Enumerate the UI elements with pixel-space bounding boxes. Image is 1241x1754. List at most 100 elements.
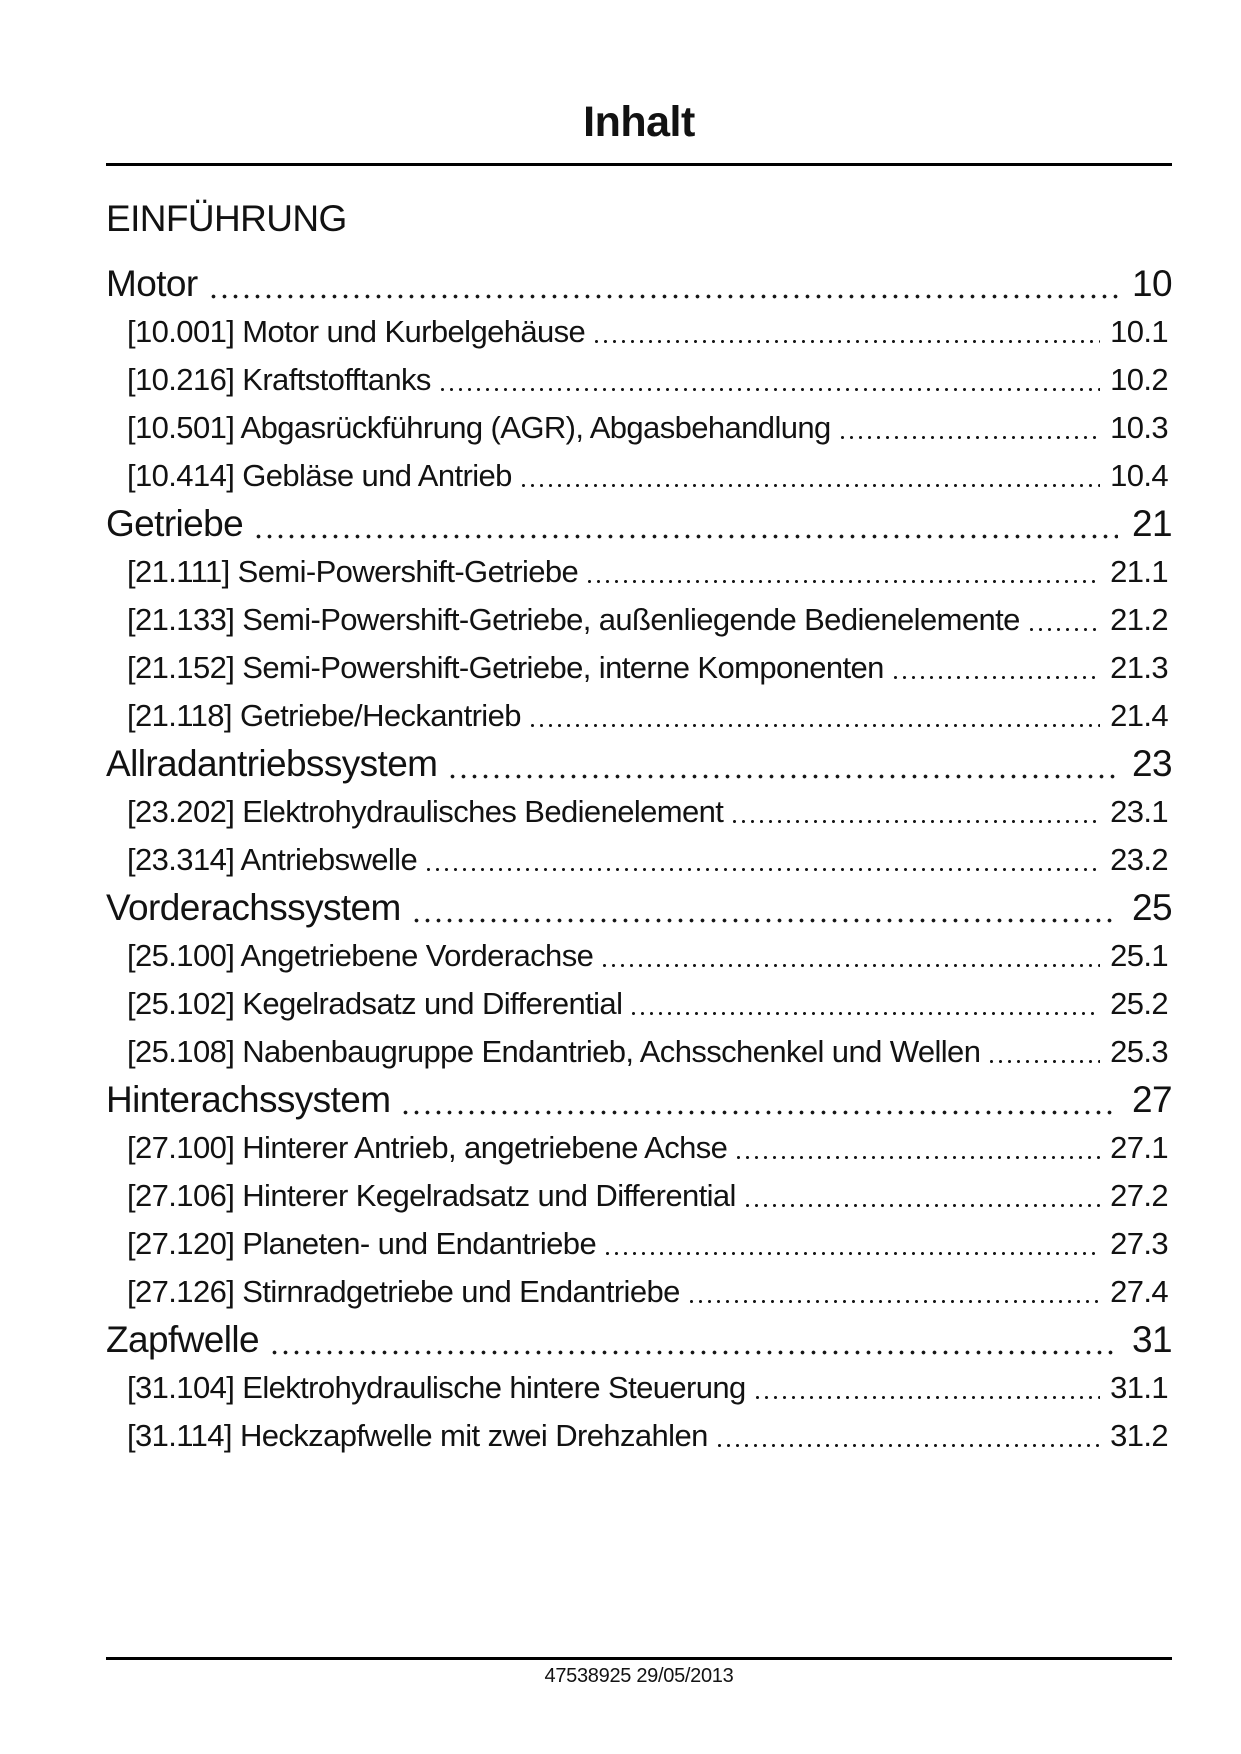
toc-entry-page: 31.2 (1110, 1418, 1169, 1453)
toc-entry-label: [27.120] Planeten- und Endantriebe (127, 1226, 597, 1261)
toc-entry-page: 21.2 (1110, 602, 1169, 637)
dot-leader (752, 1364, 1101, 1412)
dot-leader (527, 692, 1101, 740)
toc-entry-row: [25.102] Kegelradsatz und Differential 2… (106, 980, 1172, 1028)
toc-section-row: Getriebe 21 (106, 500, 1173, 548)
footer-rule: 47538925 29/05/2013 (106, 1657, 1172, 1688)
toc-section-page: 27 (1132, 1079, 1173, 1120)
toc-entry-page: 10.2 (1110, 362, 1169, 397)
toc-entry-label: [10.414] Gebläse und Antrieb (127, 458, 512, 493)
toc-entry-label: [21.133] Semi-Powershift-Getriebe, außen… (127, 602, 1020, 637)
toc-entry-page: 23.2 (1110, 842, 1169, 877)
toc-entry-row: [27.106] Hinterer Kegelradsatz und Diffe… (106, 1172, 1172, 1220)
toc-entry-label: [27.106] Hinterer Kegelradsatz und Diffe… (127, 1178, 736, 1213)
dot-leader (592, 308, 1101, 356)
toc-entry-row: [25.108] Nabenbaugruppe Endantrieb, Achs… (106, 1028, 1172, 1076)
dot-leader (837, 404, 1101, 452)
toc-entry-label: [21.118] Getriebe/Heckantrieb (127, 698, 521, 733)
toc-entry-label: [25.102] Kegelradsatz und Differential (127, 986, 623, 1021)
toc-entry-page: 27.2 (1110, 1178, 1169, 1213)
toc-entry-row: [10.001] Motor und Kurbelgehäuse 10.1 (106, 308, 1172, 356)
toc-entry-label: [23.202] Elektrohydraulisches Bedienelem… (127, 794, 724, 829)
toc-entry-label: [21.152] Semi-Powershift-Getriebe, inter… (127, 650, 884, 685)
dot-leader (1026, 596, 1101, 644)
toc-section-page: 23 (1132, 743, 1173, 784)
toc-section-page: 31 (1132, 1319, 1173, 1360)
toc-intro-row: EINFÜHRUNG (106, 195, 1172, 243)
toc-section-label: Hinterachssystem (106, 1079, 391, 1120)
dot-leader (603, 1220, 1101, 1268)
toc-entry-label: [31.114] Heckzapfwelle mit zwei Drehzahl… (127, 1418, 708, 1453)
toc-entry-label: [23.314] Antriebswelle (127, 842, 418, 877)
dot-leader (742, 1172, 1101, 1220)
toc-entry-label: [27.100] Hinterer Antrieb, angetriebene … (127, 1130, 728, 1165)
toc-entry-row: [21.133] Semi-Powershift-Getriebe, außen… (106, 596, 1172, 644)
toc-entry-row: [23.202] Elektrohydraulisches Bedienelem… (106, 788, 1172, 836)
toc-section-label: Allradantriebssystem (106, 743, 438, 784)
toc-section-page: 10 (1132, 263, 1173, 304)
toc-entry-page: 27.4 (1110, 1274, 1169, 1309)
toc-entry-row: [27.100] Hinterer Antrieb, angetriebene … (106, 1124, 1172, 1172)
toc-entry-label: [10.501] Abgasrückführung (AGR), Abgasbe… (127, 410, 831, 445)
dot-leader (424, 836, 1101, 884)
toc-section-row: Allradantriebssystem 23 (106, 740, 1173, 788)
toc-entry-row: [10.414] Gebläse und Antrieb 10.4 (106, 452, 1172, 500)
toc-entry-row: [10.501] Abgasrückführung (AGR), Abgasbe… (106, 404, 1172, 452)
toc-intro-heading: EINFÜHRUNG (106, 198, 347, 239)
dot-leader (207, 260, 1119, 308)
dot-leader (686, 1268, 1101, 1316)
dot-leader (734, 1124, 1101, 1172)
dot-leader (714, 1412, 1101, 1460)
dot-leader (253, 500, 1119, 548)
toc-entry-label: [25.108] Nabenbaugruppe Endantrieb, Achs… (127, 1034, 981, 1069)
toc-entry-label: [31.104] Elektrohydraulische hintere Ste… (127, 1370, 746, 1405)
title-rule (106, 163, 1172, 166)
toc-section-page: 25 (1132, 887, 1173, 928)
toc-entry-row: [31.114] Heckzapfwelle mit zwei Drehzahl… (106, 1412, 1172, 1460)
toc-entry-page: 31.1 (1110, 1370, 1169, 1405)
dot-leader (447, 740, 1119, 788)
page-title: Inhalt (583, 98, 695, 146)
footer-text: 47538925 29/05/2013 (544, 1665, 734, 1687)
dot-leader (585, 548, 1101, 596)
dot-leader (890, 644, 1101, 692)
dot-leader (410, 884, 1119, 932)
toc-entry-page: 10.3 (1110, 410, 1169, 445)
toc-entry-row: [21.118] Getriebe/Heckantrieb 21.4 (106, 692, 1172, 740)
toc-entry-label: [10.216] Kraftstofftanks (127, 362, 431, 397)
toc-section-label: Vorderachssystem (106, 887, 401, 928)
toc-entry-page: 25.2 (1110, 986, 1169, 1021)
toc-entry-row: [10.216] Kraftstofftanks 10.2 (106, 356, 1172, 404)
toc-section-label: Getriebe (106, 503, 244, 544)
toc-entry-page: 21.1 (1110, 554, 1169, 589)
dot-leader (400, 1076, 1119, 1124)
dot-leader (437, 356, 1101, 404)
toc-section-label: Motor (106, 263, 198, 304)
toc-section-row: Zapfwelle 31 (106, 1316, 1173, 1364)
toc-entry-row: [31.104] Elektrohydraulische hintere Ste… (106, 1364, 1172, 1412)
dot-leader (730, 788, 1101, 836)
dot-leader (600, 932, 1101, 980)
toc-section-row: Motor 10 (106, 260, 1173, 308)
toc-entry-row: [25.100] Angetriebene Vorderachse 25.1 (106, 932, 1172, 980)
toc-entry-page: 10.1 (1110, 314, 1169, 349)
toc-entry-row: [23.314] Antriebswelle 23.2 (106, 836, 1172, 884)
toc-entry-row: [21.111] Semi-Powershift-Getriebe 21.1 (106, 548, 1172, 596)
toc-section-page: 21 (1132, 503, 1173, 544)
dot-leader (518, 452, 1101, 500)
toc-entry-row: [21.152] Semi-Powershift-Getriebe, inter… (106, 644, 1172, 692)
toc-entry-page: 27.3 (1110, 1226, 1169, 1261)
toc-entry-page: 21.3 (1110, 650, 1169, 685)
toc-entry-page: 21.4 (1110, 698, 1169, 733)
dot-leader (629, 980, 1101, 1028)
toc-section-row: Vorderachssystem 25 (106, 884, 1173, 932)
table-of-contents: EINFÜHRUNG Motor 10 [10.001] Motor und K… (106, 195, 1173, 1460)
toc-entry-label: [21.111] Semi-Powershift-Getriebe (127, 554, 579, 589)
toc-section-label: Zapfwelle (106, 1319, 260, 1360)
toc-entry-label: [27.126] Stirnradgetriebe und Endantrieb… (127, 1274, 680, 1309)
toc-entry-label: [10.001] Motor und Kurbelgehäuse (127, 314, 586, 349)
toc-entry-page: 27.1 (1110, 1130, 1169, 1165)
toc-entry-page: 25.3 (1110, 1034, 1169, 1069)
dot-leader (268, 1316, 1119, 1364)
